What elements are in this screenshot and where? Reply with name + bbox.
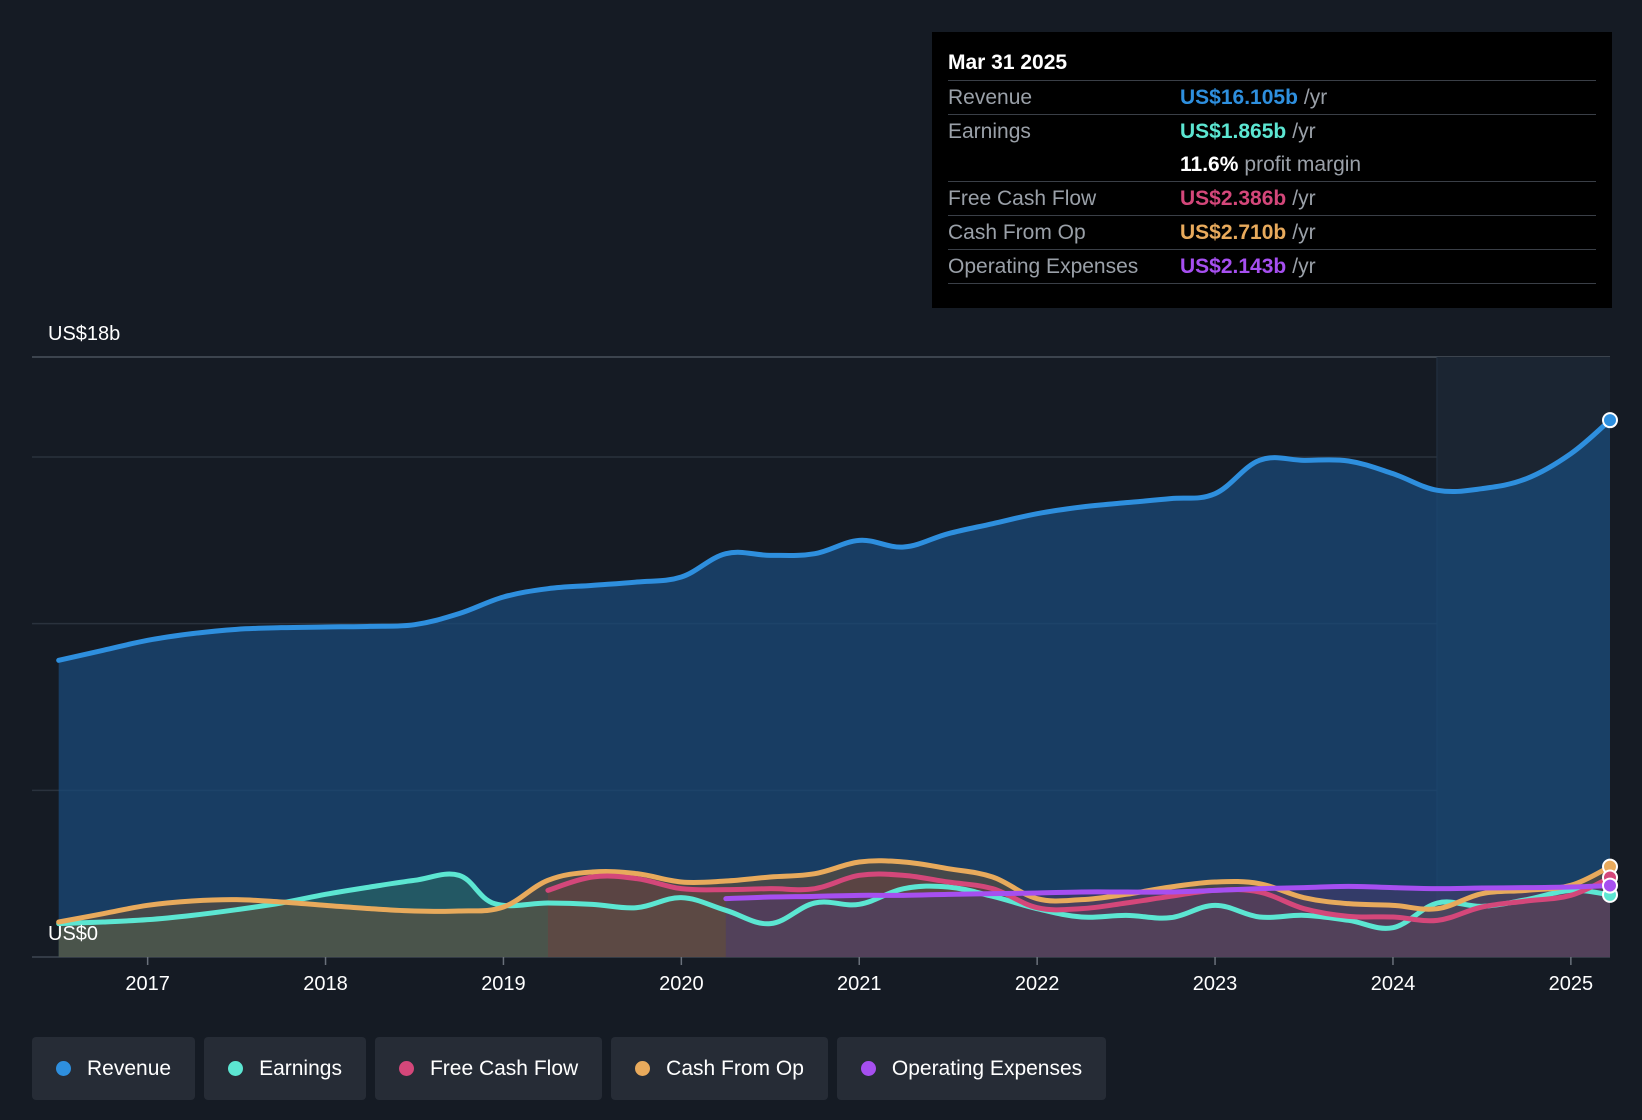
legend-label: Free Cash Flow [429,1056,579,1080]
line-free-cash-flow [545,871,1613,924]
tooltip-row-cash-from-op: Cash From Op US$2.710b /yr [948,215,1596,249]
series-areas [58,420,1611,958]
legend-item-cash-from-op[interactable]: Cash From Op [611,1037,828,1100]
tooltip-value: US$16.105b [1180,85,1298,109]
end-marker-revenue [1602,412,1618,429]
line-revenue [56,417,1613,663]
series-lines [56,417,1613,931]
legend-label: Operating Expenses [891,1056,1083,1080]
line-cash-from-op [56,858,1613,925]
tooltip-row-profit-margin: 11.6% profit margin [948,148,1596,181]
tooltip-unit: /yr [1292,254,1316,278]
legend-dot-icon [860,1061,876,1076]
legend-item-operating-expenses[interactable]: Operating Expenses [836,1037,1107,1100]
x-axis-ticks: 2017 2018 2019 2020 2021 2022 2023 2024 2025 [125,957,1593,995]
legend-label: Revenue [87,1056,172,1080]
tooltip-value: US$2.710b [1180,220,1287,244]
y-axis-top-label: US$18b [48,323,120,345]
legend-dot-icon [635,1061,651,1076]
tooltip-unit: /yr [1292,186,1316,210]
legend-dot-icon [56,1061,71,1076]
legend-dot-icon [398,1061,414,1076]
tooltip-label: Free Cash Flow [948,186,1097,210]
chart-legend: Revenue Earnings Free Cash Flow Cash Fro… [32,1037,1107,1100]
tooltip-label: Cash From Op [948,220,1086,244]
legend-item-revenue[interactable]: Revenue [32,1037,196,1100]
tooltip-row-revenue: Revenue US$16.105b /yr [948,80,1596,114]
tooltip-date: Mar 31 2025 [948,51,1068,74]
tooltip-label: Operating Expenses [948,254,1139,278]
x-tick-label: 2017 [125,973,170,995]
area-revenue [58,420,1611,958]
tooltip-row-free-cash-flow: Free Cash Flow US$2.386b /yr [948,181,1596,215]
x-tick-label: 2021 [837,973,882,995]
legend-label: Earnings [259,1056,342,1080]
tooltip-unit: /yr [1303,85,1328,109]
tooltip-label: Revenue [948,85,1033,109]
tooltip-value: US$2.386b [1180,186,1287,210]
tooltip-unit: profit margin [1244,152,1362,176]
tooltip-row-earnings: Earnings US$1.865b /yr [948,114,1596,148]
legend-dot-icon [228,1061,244,1076]
end-marker-operating-expenses [1602,877,1618,894]
legend-item-free-cash-flow[interactable]: Free Cash Flow [374,1037,603,1100]
y-axis-bottom-label: US$0 [48,923,98,945]
x-tick-label: 2024 [1371,973,1416,995]
tooltip-value: US$2.143b [1180,254,1287,278]
x-tick-label: 2018 [303,973,348,995]
tooltip-unit: /yr [1292,220,1316,244]
line-earnings [56,871,1613,931]
x-tick-label: 2025 [1549,973,1594,995]
tooltip-row-operating-expenses: Operating Expenses US$2.143b /yr [948,249,1596,284]
series-end-markers [1602,412,1618,903]
data-tooltip: Mar 31 2025 Revenue US$16.105b /yr Earni… [932,32,1612,308]
line-operating-expenses [723,883,1613,902]
x-tick-label: 2022 [1015,973,1060,995]
tooltip-unit: /yr [1292,119,1316,143]
legend-item-earnings[interactable]: Earnings [204,1037,366,1100]
x-tick-label: 2023 [1193,973,1238,995]
tooltip-label: Earnings [948,119,1031,143]
x-tick-label: 2020 [659,973,704,995]
tooltip-value: US$1.865b [1180,119,1287,143]
legend-label: Cash From Op [666,1056,804,1080]
x-tick-label: 2019 [481,973,526,995]
tooltip-value: 11.6% [1180,152,1239,176]
